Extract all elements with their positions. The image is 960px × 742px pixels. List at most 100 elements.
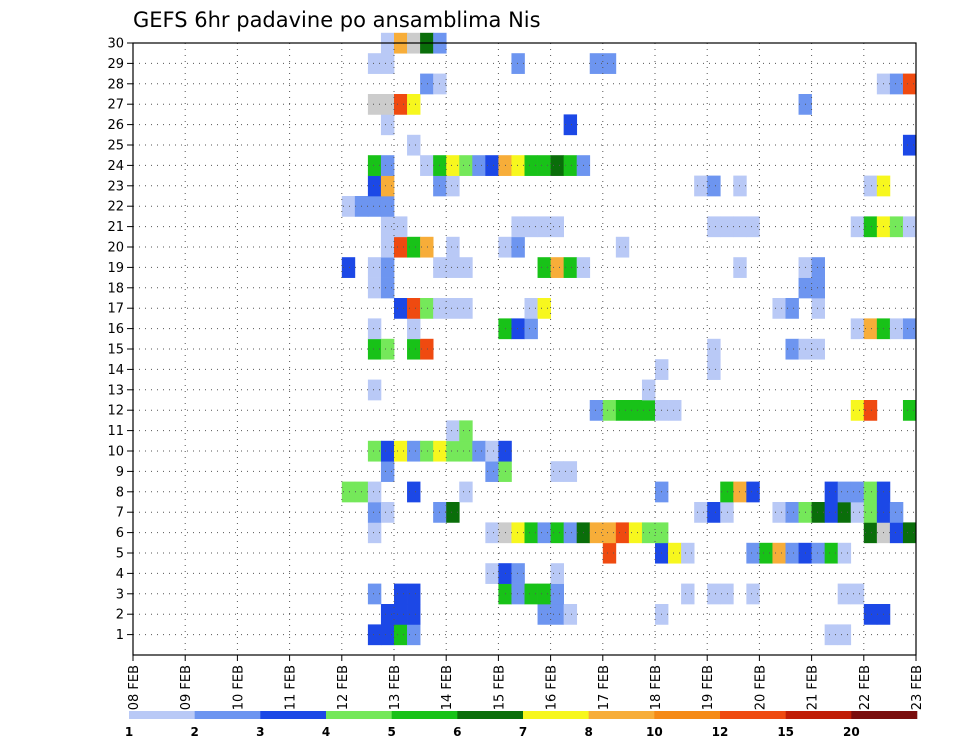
- heatmap-cell: [537, 155, 551, 176]
- heatmap-cell: [628, 522, 643, 544]
- heatmap-cell: [446, 440, 460, 462]
- heatmap-cell: [563, 522, 578, 544]
- heatmap-cell: [694, 175, 708, 197]
- colorbar-swatch: [654, 711, 721, 719]
- heatmap-cell: [550, 604, 564, 625]
- heatmap-cell: [380, 461, 395, 482]
- heatmap-cell: [485, 563, 499, 584]
- heatmap-cell: [524, 216, 538, 238]
- heatmap-cell: [394, 440, 408, 462]
- y-tick-label: 15: [107, 343, 124, 358]
- heatmap-cell: [459, 298, 473, 319]
- heatmap-cell: [563, 155, 578, 176]
- y-tick-label: 26: [107, 118, 124, 133]
- heatmap-cell: [902, 216, 917, 238]
- heatmap-cell: [889, 522, 904, 544]
- heatmap-cell: [446, 175, 460, 197]
- heatmap-cell: [511, 216, 525, 238]
- heatmap-cell: [707, 338, 721, 360]
- y-tick-label: 17: [107, 302, 124, 317]
- heatmap-cell: [550, 563, 564, 584]
- heatmap-cell: [420, 440, 434, 462]
- heatmap-cell: [524, 318, 538, 340]
- colorbar-label: 5: [387, 725, 395, 739]
- x-tick-label: 12 FEB: [336, 665, 351, 710]
- heatmap-cell: [902, 73, 917, 95]
- x-tick-label: 21 FEB: [806, 665, 821, 710]
- heatmap-cell: [367, 624, 382, 646]
- heatmap-cell: [511, 53, 525, 74]
- heatmap-cell: [380, 277, 395, 299]
- heatmap-cell: [746, 542, 760, 564]
- heatmap-cell: [641, 400, 656, 421]
- colorbar-swatch: [785, 711, 852, 719]
- y-tick-label: 11: [107, 424, 124, 439]
- heatmap-cell: [707, 359, 721, 380]
- heatmap-cell: [824, 481, 839, 503]
- heatmap-cell: [459, 440, 473, 462]
- heatmap-cell: [367, 338, 382, 360]
- x-tick-label: 15 FEB: [492, 665, 507, 710]
- heatmap-cell: [367, 522, 382, 544]
- heatmap-cell: [707, 216, 721, 238]
- heatmap-cell: [367, 379, 382, 401]
- colorbar-label: 8: [584, 725, 592, 739]
- heatmap-cell: [459, 257, 473, 278]
- heatmap-cell: [589, 522, 604, 544]
- heatmap-cell: [550, 583, 564, 605]
- heatmap-cell: [446, 236, 460, 258]
- heatmap-cell: [628, 400, 643, 421]
- heatmap-cell: [380, 604, 395, 625]
- y-tick-label: 12: [107, 404, 124, 419]
- heatmap-cell: [563, 604, 578, 625]
- heatmap-cell: [380, 440, 395, 462]
- colorbar-swatch: [457, 711, 524, 719]
- heatmap-cell: [850, 216, 865, 238]
- x-tick-label: 08 FEB: [127, 665, 142, 710]
- heatmap-cell: [863, 175, 878, 197]
- heatmap-cell: [380, 236, 395, 258]
- heatmap-cell: [367, 53, 382, 74]
- heatmap-cell: [380, 216, 395, 238]
- heatmap-cell: [485, 440, 499, 462]
- y-tick-label: 8: [116, 485, 124, 500]
- heatmap-cell: [602, 53, 617, 74]
- heatmap-cell: [407, 94, 421, 115]
- heatmap-cell: [602, 522, 617, 544]
- heatmap-cell: [524, 298, 538, 319]
- heatmap-cell: [485, 155, 499, 176]
- heatmap-cell: [811, 542, 825, 564]
- heatmap-cell: [550, 155, 564, 176]
- heatmap-cell: [811, 298, 825, 319]
- heatmap-cell: [772, 502, 786, 523]
- heatmap-cell: [563, 114, 578, 136]
- heatmap-cell: [394, 583, 408, 605]
- heatmap-cell: [602, 400, 617, 421]
- heatmap-cell: [602, 542, 617, 564]
- heatmap-cell: [668, 542, 682, 564]
- y-tick-label: 25: [107, 139, 124, 154]
- heatmap-cell: [889, 502, 904, 523]
- heatmap-cell: [563, 461, 578, 482]
- heatmap-cell: [746, 583, 760, 605]
- heatmap-cell: [394, 94, 408, 115]
- heatmap-cell: [407, 481, 421, 503]
- grid-lines: [133, 42, 916, 655]
- heatmap-cell: [550, 257, 564, 278]
- heatmap-cell: [902, 134, 917, 156]
- x-tick-label: 19 FEB: [701, 665, 716, 710]
- heatmap-cell: [367, 502, 382, 523]
- y-tick-label: 9: [116, 465, 124, 480]
- heatmap-cell: [863, 318, 878, 340]
- x-tick-label: 11 FEB: [284, 665, 299, 710]
- heatmap-cell: [863, 502, 878, 523]
- heatmap-cell: [863, 604, 878, 625]
- chart-title: GEFS 6hr padavine po ansamblima Nis: [133, 8, 541, 32]
- heatmap-cell: [459, 420, 473, 442]
- heatmap-cell: [446, 155, 460, 176]
- heatmap-cell: [420, 155, 434, 176]
- heatmap-cell: [394, 624, 408, 646]
- heatmap-cell: [341, 257, 356, 278]
- y-tick-label: 29: [107, 57, 124, 72]
- heatmap-cell: [380, 155, 395, 176]
